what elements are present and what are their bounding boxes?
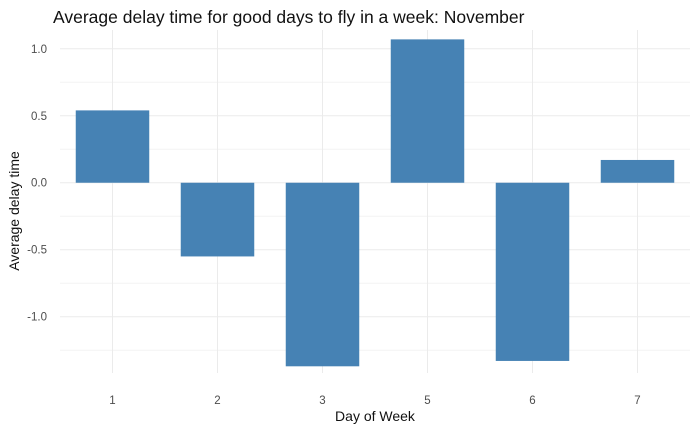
- x-tick-label: 1: [109, 395, 115, 407]
- x-tick-label: 6: [529, 395, 535, 407]
- bars: [75, 39, 675, 367]
- y-axis-ticks: 1.0 0.5 0.0 -0.5 -1.0: [27, 44, 47, 324]
- x-axis-title: Day of Week: [335, 408, 416, 424]
- bar: [390, 39, 465, 183]
- y-tick-label: 0.5: [31, 111, 47, 123]
- bar: [285, 182, 360, 367]
- chart-title: Average delay time for good days to fly …: [53, 7, 525, 27]
- bar: [495, 182, 570, 361]
- x-tick-label: 5: [424, 395, 430, 407]
- y-axis-title: Average delay time: [6, 151, 22, 271]
- x-tick-label: 7: [634, 395, 640, 407]
- bar: [600, 159, 675, 183]
- bar: [180, 182, 255, 257]
- y-tick-label: 0.0: [31, 178, 47, 190]
- x-tick-label: 2: [214, 395, 220, 407]
- bar: [75, 110, 150, 183]
- x-axis-ticks: 1 2 3 5 6 7: [109, 395, 640, 407]
- y-tick-label: -1.0: [27, 312, 47, 324]
- y-tick-label: 1.0: [31, 44, 47, 56]
- grid-lines: [60, 30, 690, 373]
- x-tick-label: 3: [319, 395, 325, 407]
- y-tick-label: -0.5: [27, 245, 47, 257]
